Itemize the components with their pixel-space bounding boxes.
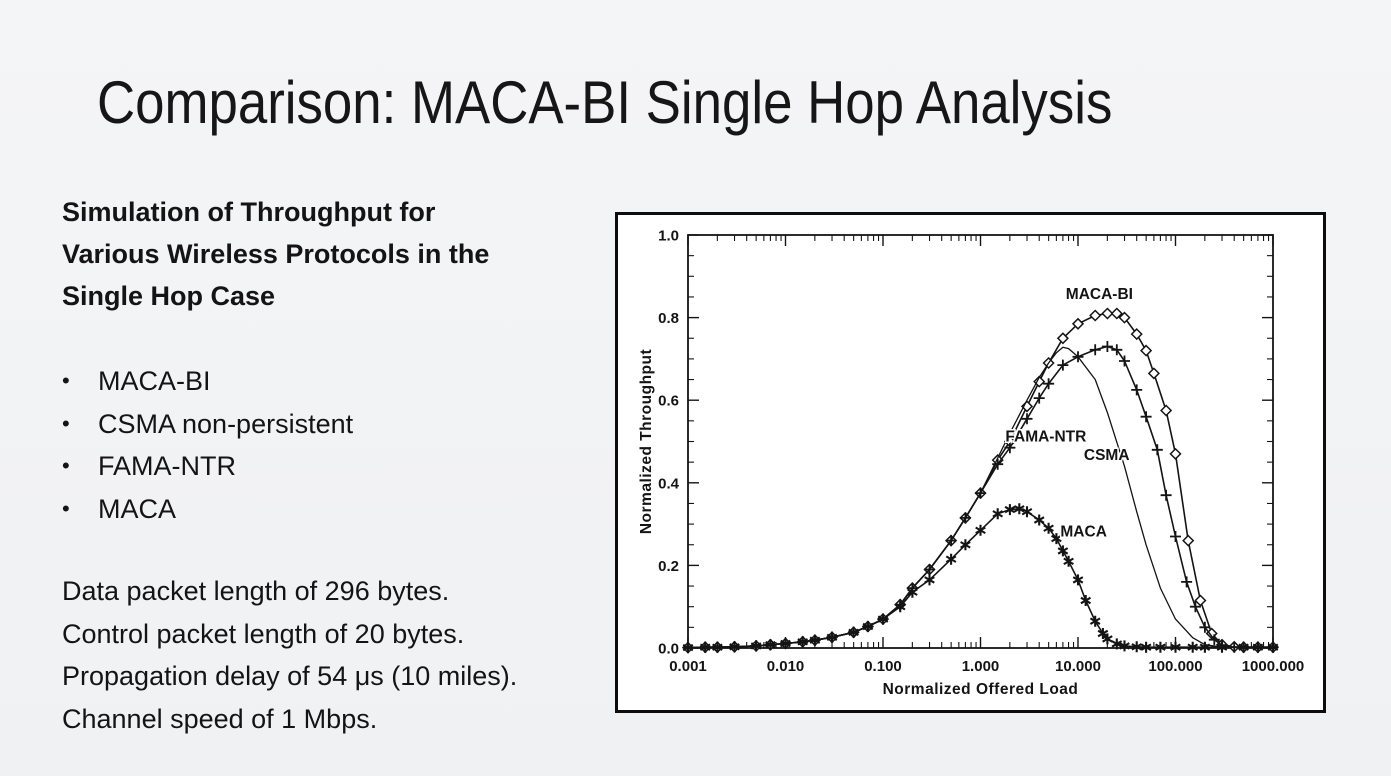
throughput-chart-svg: 0.001 0.010 0.100 1.000 10.000 100.000 1000.00… (638, 228, 1305, 699)
page-title: Comparison: MACA-BI Single Hop Analysis (97, 69, 1113, 136)
svg-text:MACA: MACA (1060, 523, 1107, 540)
svg-text:0.2: 0.2 (658, 558, 679, 575)
intro-heading-line: Simulation of Throughput for (62, 197, 436, 227)
svg-text:0.4: 0.4 (658, 475, 680, 492)
list-item: • MACA (62, 488, 353, 531)
intro-heading-line: Single Hop Case (62, 281, 276, 311)
bullet-dot-icon: • (62, 453, 70, 478)
protocol-bullet-list: • MACA-BI • CSMA non-persistent • FAMA-N… (62, 360, 353, 530)
svg-text:0.6: 0.6 (658, 393, 679, 410)
svg-text:1000.000: 1000.000 (1242, 658, 1305, 675)
svg-text:100.000: 100.000 (1148, 658, 1202, 675)
parameter-line: Control packet length of 20 bytes. (62, 618, 465, 649)
parameter-line: Propagation delay of 54 μs (10 miles). (62, 661, 518, 691)
bullet-label: MACA (98, 493, 177, 524)
svg-text:CSMA: CSMA (1084, 447, 1130, 464)
svg-text:MACA-BI: MACA-BI (1066, 286, 1133, 303)
svg-text:0.100: 0.100 (864, 658, 902, 675)
bullet-label: CSMA non-persistent (98, 408, 354, 439)
parameter-line: Channel speed of 1 Mbps. (62, 703, 378, 734)
svg-text:10.000: 10.000 (1055, 658, 1101, 675)
svg-text:0.001: 0.001 (669, 658, 707, 675)
svg-text:1.0: 1.0 (658, 228, 679, 245)
parameter-line: Data packet length of 296 bytes. (62, 576, 450, 606)
svg-text:Normalized Offered Load: Normalized Offered Load (883, 681, 1079, 698)
intro-heading-line: Various Wireless Protocols in the (62, 239, 490, 269)
intro-heading: Simulation of Throughput for Various Wir… (62, 191, 622, 317)
bullet-label: MACA-BI (98, 366, 211, 396)
svg-text:1.000: 1.000 (962, 658, 1000, 675)
svg-text:Normalized Throughput: Normalized Throughput (638, 349, 655, 534)
bullet-dot-icon: • (62, 368, 70, 393)
svg-text:0.010: 0.010 (767, 658, 805, 675)
simulation-parameters: Data packet length of 296 bytes. Control… (62, 570, 642, 740)
svg-text:FAMA-NTR: FAMA-NTR (1005, 428, 1086, 445)
svg-text:0.0: 0.0 (658, 641, 679, 658)
throughput-chart-figure: 0.001 0.010 0.100 1.000 10.000 100.000 1000.00… (615, 212, 1326, 713)
bullet-dot-icon: • (62, 410, 70, 436)
list-item: • CSMA non-persistent (62, 403, 353, 446)
bullet-dot-icon: • (62, 495, 70, 521)
svg-text:0.8: 0.8 (658, 310, 679, 327)
list-item: • MACA-BI (62, 360, 353, 403)
bullet-label: FAMA-NTR (98, 451, 236, 481)
list-item: • FAMA-NTR (62, 445, 353, 488)
